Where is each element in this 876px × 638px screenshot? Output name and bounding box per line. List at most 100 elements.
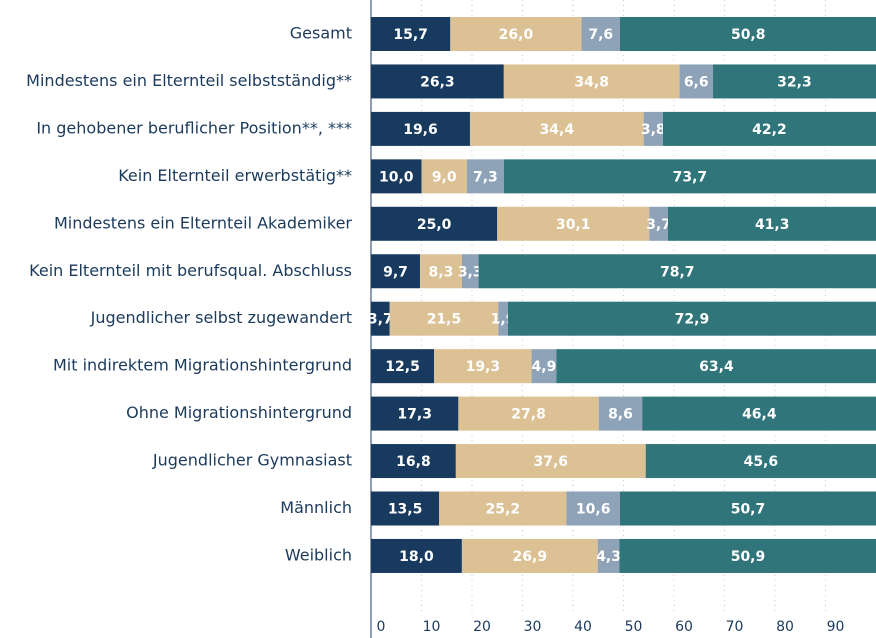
- bar-segment: [371, 159, 422, 194]
- bar-segment: [371, 538, 462, 573]
- x-tick-label: 30: [524, 619, 542, 635]
- bar-segment: [458, 396, 599, 431]
- bar-segment: [503, 64, 680, 99]
- x-tick-label: 80: [776, 619, 794, 635]
- bar-segment: [556, 349, 876, 384]
- category-label: Männlich: [280, 498, 352, 517]
- x-tick-label: 10: [423, 619, 441, 635]
- x-tick-label: 60: [675, 619, 693, 635]
- value-label: 4,3: [596, 549, 621, 565]
- bar-segment: [371, 396, 459, 431]
- value-label: 3,8: [641, 122, 666, 138]
- value-label: 12,5: [385, 359, 420, 375]
- value-label: 4,9: [532, 359, 557, 375]
- bar-segment: [581, 17, 620, 51]
- x-tick-label: 90: [827, 619, 845, 635]
- value-label: 8,3: [429, 264, 454, 280]
- value-label: 30,1: [556, 217, 591, 233]
- bar-segment: [503, 159, 876, 194]
- bar-segment: [371, 111, 470, 146]
- value-label: 16,8: [396, 454, 431, 470]
- bar-segment: [649, 206, 668, 241]
- bar-segment: [497, 206, 650, 241]
- bar-segment: [662, 111, 876, 146]
- value-label: 3,7: [368, 312, 393, 328]
- x-tick-label: 20: [473, 619, 491, 635]
- value-label: 45,6: [744, 454, 779, 470]
- category-label: Weiblich: [285, 545, 352, 564]
- category-label: Gesamt: [290, 24, 352, 43]
- value-label: 41,3: [755, 217, 790, 233]
- value-label: 9,7: [383, 264, 408, 280]
- bar-segment: [419, 254, 462, 289]
- bar-segment: [642, 396, 876, 431]
- bar-segment: [478, 254, 876, 289]
- value-label: 19,6: [403, 122, 438, 138]
- bar-segment: [439, 491, 567, 526]
- value-label: 26,0: [499, 27, 534, 43]
- value-label: 50,8: [731, 27, 766, 43]
- category-label: Mit indirektem Migrationshintergrund: [53, 356, 352, 375]
- value-label: 37,6: [534, 454, 569, 470]
- value-label: 26,9: [513, 549, 548, 565]
- value-label: 73,7: [673, 169, 708, 185]
- value-label: 19,3: [466, 359, 501, 375]
- value-label: 10,0: [379, 169, 414, 185]
- value-label: 26,3: [420, 74, 455, 90]
- value-label: 18,0: [399, 549, 434, 565]
- x-tick-label: 40: [574, 619, 592, 635]
- bar-segment: [371, 254, 420, 289]
- bar-segment: [598, 396, 643, 431]
- value-label: 17,3: [397, 407, 432, 423]
- value-label: 7,6: [588, 27, 613, 43]
- value-label: 3,3: [458, 264, 483, 280]
- bar-segment: [434, 349, 532, 384]
- bar-segment: [643, 111, 663, 146]
- bar-segment: [371, 349, 435, 384]
- category-label: Mindestens ein Elternteil Akademiker: [54, 213, 352, 232]
- category-label: Ohne Migrationshintergrund: [126, 403, 352, 422]
- value-label: 34,8: [574, 74, 609, 90]
- category-label: Jugendlicher selbst zugewandert: [90, 308, 352, 327]
- category-label: In gehobener beruflicher Position**, ***: [36, 118, 352, 137]
- value-label: 10,6: [576, 502, 611, 518]
- bar-segment: [455, 444, 646, 479]
- bar-segment: [371, 301, 390, 336]
- bar-segment: [371, 491, 440, 526]
- bar-segment: [498, 301, 508, 336]
- category-label: Mindestens ein Elternteil selbstständig*…: [26, 71, 352, 90]
- value-label: 7,3: [473, 169, 498, 185]
- value-label: 42,2: [752, 122, 787, 138]
- bar-segment: [566, 491, 620, 526]
- bar-segment: [450, 17, 582, 51]
- bar-segment: [466, 159, 504, 194]
- category-label: Jugendlicher Gymnasiast: [152, 451, 352, 470]
- bar-segment: [461, 254, 479, 289]
- value-label: 6,6: [684, 74, 709, 90]
- bar-segment: [712, 64, 876, 99]
- bar-segment: [679, 64, 713, 99]
- value-label: 34,4: [540, 122, 575, 138]
- bar-segment: [619, 538, 876, 573]
- value-label: 25,2: [486, 502, 521, 518]
- bar-segment: [619, 17, 876, 51]
- value-label: 3,7: [646, 217, 671, 233]
- value-label: 63,4: [699, 359, 734, 375]
- bar-segment: [619, 491, 876, 526]
- value-label: 50,7: [731, 502, 766, 518]
- value-label: 32,3: [777, 74, 812, 90]
- value-label: 9,0: [432, 169, 457, 185]
- bar-segment: [597, 538, 620, 573]
- value-label: 72,9: [675, 312, 710, 328]
- value-label: 27,8: [511, 407, 546, 423]
- bar-segment: [507, 301, 876, 336]
- category-label: Kein Elternteil erwerbstätig**: [118, 166, 352, 185]
- value-label: 15,7: [393, 27, 428, 43]
- value-label: 46,4: [742, 407, 777, 423]
- value-label: 13,5: [388, 502, 423, 518]
- bar-segment: [371, 64, 504, 99]
- value-label: 25,0: [417, 217, 452, 233]
- bar-segment: [667, 206, 876, 241]
- bar-segment: [645, 444, 876, 479]
